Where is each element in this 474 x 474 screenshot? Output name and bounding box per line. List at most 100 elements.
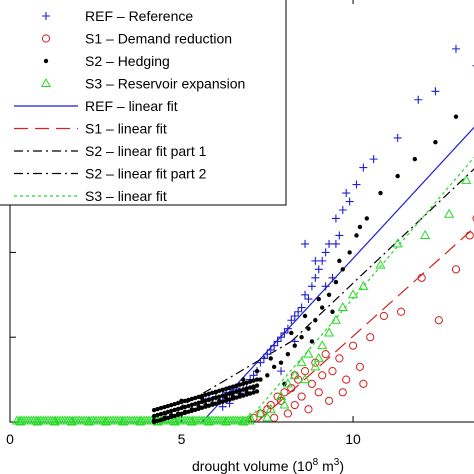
triangle-marker	[330, 314, 341, 324]
legend-label: S2 – Hedging	[85, 53, 170, 69]
dot-marker	[271, 364, 277, 370]
legend-label: S2 – linear fit part 1	[85, 143, 207, 159]
plus-marker	[393, 133, 402, 142]
circle-marker	[359, 379, 368, 388]
triangle-marker	[358, 280, 369, 290]
dot-marker	[155, 406, 160, 412]
triangle-marker	[40, 77, 52, 87]
dot-marker	[196, 394, 201, 400]
triangle-marker	[265, 403, 276, 413]
plus-marker	[359, 163, 368, 172]
dot-marker	[340, 267, 345, 272]
dot-marker	[378, 190, 383, 196]
dot-marker	[172, 401, 177, 407]
dot-marker	[244, 386, 249, 391]
dot-marker	[247, 385, 253, 390]
dot-marker	[217, 388, 222, 393]
legend-label: REF – Reference	[85, 8, 193, 24]
dot-marker	[179, 405, 184, 411]
triangle-marker	[101, 416, 112, 426]
plus-marker	[301, 239, 310, 248]
triangle-marker	[461, 174, 472, 184]
plus-marker	[277, 367, 286, 376]
plus-marker	[328, 273, 337, 282]
plus-marker	[249, 371, 258, 380]
triangle-marker	[289, 369, 300, 379]
dot-marker	[302, 313, 308, 319]
dot-marker	[213, 401, 219, 406]
triangle-marker	[317, 340, 328, 350]
plus-marker	[311, 256, 320, 265]
dot-marker	[234, 383, 239, 388]
dot-marker	[244, 380, 249, 385]
dot-marker	[162, 416, 167, 422]
circle-marker	[379, 311, 389, 321]
circle-marker	[41, 34, 51, 43]
x-axis-label-unit-exponent: 3	[334, 457, 340, 468]
dot-marker	[223, 398, 229, 403]
circle-marker	[465, 231, 474, 240]
dot-marker	[333, 279, 339, 285]
plus-marker	[331, 214, 340, 223]
triangle-marker	[279, 399, 290, 409]
x-axis-label: drought volume (108 m3)	[192, 457, 344, 474]
triangle-marker	[299, 374, 311, 384]
plus-marker	[335, 231, 344, 240]
dot-marker	[220, 399, 225, 404]
fit-line	[201, 126, 474, 423]
plus-marker	[287, 316, 296, 325]
plus-marker	[301, 290, 310, 299]
dot-marker	[199, 405, 205, 410]
dot-marker	[203, 392, 208, 398]
plus-marker	[318, 256, 327, 265]
triangle-marker	[66, 416, 77, 426]
circle-marker	[304, 405, 313, 414]
dot-marker	[278, 360, 284, 365]
dot-marker	[319, 305, 325, 310]
legend-label: S3 – Reservoir expansion	[85, 76, 245, 92]
dot-marker	[196, 400, 201, 406]
dot-marker	[347, 250, 352, 255]
dot-marker	[241, 387, 246, 392]
dot-marker	[227, 385, 232, 390]
dot-marker	[43, 58, 49, 64]
circle-marker	[396, 307, 406, 316]
plus-marker	[342, 189, 351, 198]
plus-marker	[414, 95, 423, 104]
plus-marker	[273, 337, 282, 346]
circle-marker	[321, 350, 330, 359]
circle-marker	[335, 354, 344, 363]
x-tick-label: 10	[345, 431, 361, 447]
dot-marker	[251, 390, 256, 395]
dot-marker	[165, 409, 171, 415]
triangle-marker	[15, 416, 26, 426]
dot-marker	[453, 114, 459, 119]
dot-marker	[182, 404, 188, 410]
dot-marker	[220, 387, 225, 392]
dot-marker	[230, 396, 236, 401]
plus-marker	[345, 197, 354, 206]
dot-marker	[230, 390, 236, 395]
plus-marker	[283, 324, 292, 333]
dot-marker	[254, 383, 260, 388]
circle-marker	[318, 371, 327, 380]
legend-box	[0, 0, 287, 206]
dot-marker	[189, 402, 195, 408]
plus-marker	[280, 328, 289, 337]
dot-marker	[158, 417, 164, 423]
plus-marker	[263, 350, 272, 359]
legend-label: REF – linear fit	[85, 98, 178, 114]
dot-marker	[337, 258, 342, 264]
dot-marker	[234, 395, 239, 400]
plus-marker	[321, 282, 330, 291]
dot-marker	[182, 410, 188, 416]
dot-marker	[247, 391, 253, 396]
dot-marker	[251, 384, 256, 389]
triangle-marker	[83, 416, 94, 426]
circle-marker	[328, 367, 337, 376]
plus-marker	[290, 312, 299, 320]
triangle-marker	[275, 391, 287, 401]
dot-marker	[313, 318, 318, 323]
triangle-marker	[375, 259, 386, 269]
dot-marker	[175, 406, 181, 412]
